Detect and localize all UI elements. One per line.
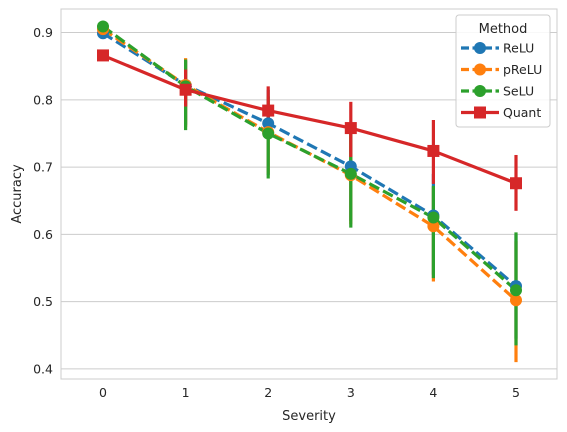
selu-point bbox=[262, 127, 275, 140]
quant-legend-label: Quant bbox=[503, 105, 541, 120]
prelu-point bbox=[510, 294, 522, 307]
y-tick-label: 0.4 bbox=[33, 361, 53, 376]
quant-point bbox=[510, 177, 522, 190]
relu-legend-marker bbox=[474, 42, 486, 54]
prelu-legend-label: pReLU bbox=[503, 62, 542, 77]
grid bbox=[61, 32, 557, 370]
legend: Method ReLU pReLU SeLU Quant bbox=[455, 14, 551, 128]
legend-items: ReLU pReLU SeLU Quant bbox=[461, 41, 542, 120]
x-tick-label: 2 bbox=[264, 385, 272, 400]
y-tick-label: 0.9 bbox=[33, 25, 53, 40]
selu-point bbox=[344, 167, 357, 180]
x-axis-label: Severity bbox=[282, 409, 336, 424]
x-tick-label: 5 bbox=[512, 385, 520, 400]
prelu-series-line bbox=[102, 27, 518, 302]
y-tick-label: 0.8 bbox=[33, 92, 53, 107]
x-tick-label: 0 bbox=[99, 385, 107, 400]
quant-legend-marker bbox=[474, 106, 486, 119]
series-markers bbox=[97, 20, 522, 307]
y-axis-label: Accuracy bbox=[10, 164, 25, 224]
prelu-legend-marker bbox=[474, 63, 486, 76]
selu-legend-label: SeLU bbox=[503, 84, 534, 99]
x-tick-label: 3 bbox=[347, 385, 355, 400]
quant-point bbox=[262, 104, 275, 117]
x-tick-label: 4 bbox=[429, 385, 437, 400]
y-tick-label: 0.7 bbox=[33, 160, 53, 175]
y-tick-label: 0.6 bbox=[33, 227, 53, 242]
quant-series-line bbox=[102, 53, 517, 185]
selu-series-line bbox=[102, 25, 518, 292]
series-lines bbox=[102, 25, 518, 302]
selu-point bbox=[510, 284, 522, 297]
x-tick-label: 1 bbox=[182, 385, 190, 400]
relu-point bbox=[262, 117, 275, 130]
selu-point bbox=[427, 211, 440, 224]
y-tick-label: 0.5 bbox=[33, 294, 53, 309]
legend-title: Method bbox=[479, 22, 528, 37]
prelu-point bbox=[427, 220, 440, 233]
relu-legend-label: ReLU bbox=[503, 41, 534, 56]
tick-labels: 0.4 0.5 0.6 0.7 0.8 0.9 0 1 2 3 4 5 bbox=[33, 25, 520, 400]
quant-point bbox=[179, 83, 192, 96]
quant-point bbox=[344, 122, 357, 135]
selu-legend-marker bbox=[474, 85, 486, 97]
selu-point bbox=[97, 20, 109, 33]
plot-area-frame bbox=[60, 8, 558, 380]
quant-point bbox=[427, 144, 440, 157]
quant-point bbox=[97, 49, 109, 62]
